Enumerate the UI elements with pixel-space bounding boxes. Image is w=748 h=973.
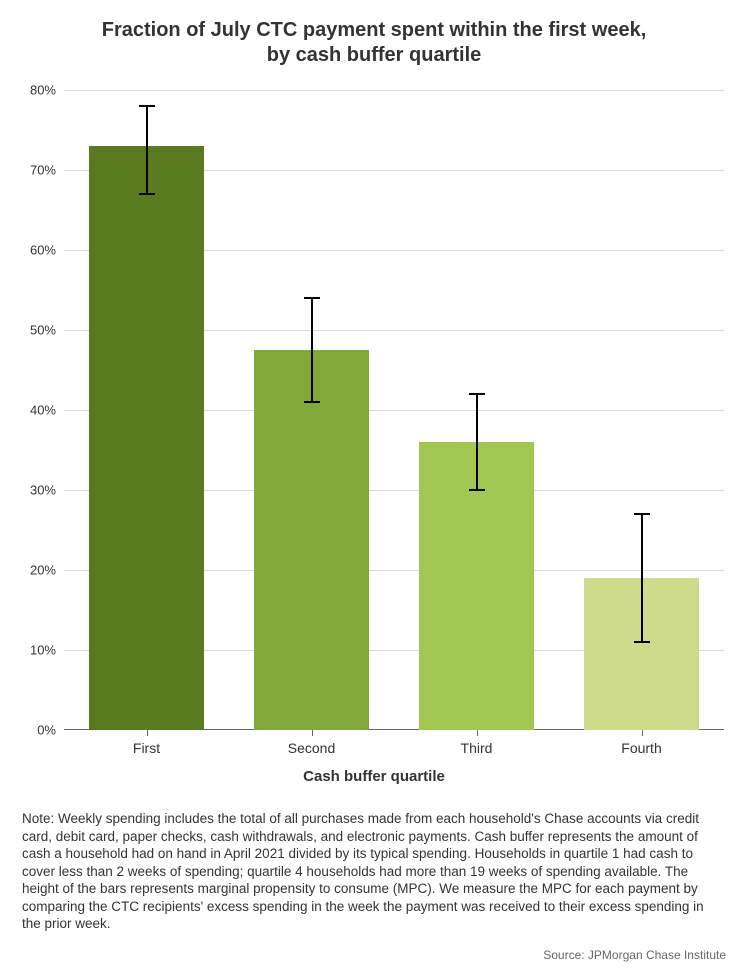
y-tick-label: 0%: [37, 723, 56, 738]
error-cap: [304, 401, 320, 403]
error-cap: [469, 489, 485, 491]
y-tick-label: 80%: [30, 83, 56, 98]
error-bar: [146, 106, 148, 194]
y-tick-label: 50%: [30, 323, 56, 338]
chart-title-line1: Fraction of July CTC payment spent withi…: [0, 18, 748, 43]
x-axis-title: Cash buffer quartile: [0, 768, 748, 785]
y-tick-label: 20%: [30, 563, 56, 578]
y-tick-label: 40%: [30, 403, 56, 418]
x-tick-label: Second: [288, 740, 335, 756]
error-cap: [304, 297, 320, 299]
chart-title: Fraction of July CTC payment spent withi…: [0, 0, 748, 68]
x-tick-mark: [147, 730, 148, 736]
x-tick-mark: [312, 730, 313, 736]
gridline: [64, 90, 724, 91]
error-cap: [634, 513, 650, 515]
error-cap: [139, 105, 155, 107]
y-tick-label: 30%: [30, 483, 56, 498]
chart-area: 0%10%20%30%40%50%60%70%80%: [0, 90, 748, 730]
error-cap: [634, 641, 650, 643]
y-axis: 0%10%20%30%40%50%60%70%80%: [0, 90, 64, 730]
x-tick-label: Fourth: [621, 740, 661, 756]
error-cap: [139, 193, 155, 195]
error-bar: [311, 298, 313, 402]
error-bar: [641, 514, 643, 642]
bar: [254, 350, 370, 730]
error-bar: [476, 394, 478, 490]
y-tick-label: 70%: [30, 163, 56, 178]
y-tick-label: 10%: [30, 643, 56, 658]
x-tick-mark: [642, 730, 643, 736]
chart-source: Source: JPMorgan Chase Institute: [543, 948, 726, 962]
y-tick-label: 60%: [30, 243, 56, 258]
x-tick-mark: [477, 730, 478, 736]
x-tick-label: Third: [461, 740, 493, 756]
plot-area: [64, 90, 724, 730]
x-tick-label: First: [133, 740, 160, 756]
chart-title-line2: by cash buffer quartile: [0, 43, 748, 68]
bar: [89, 146, 205, 730]
error-cap: [469, 393, 485, 395]
chart-note: Note: Weekly spending includes the total…: [22, 810, 726, 933]
